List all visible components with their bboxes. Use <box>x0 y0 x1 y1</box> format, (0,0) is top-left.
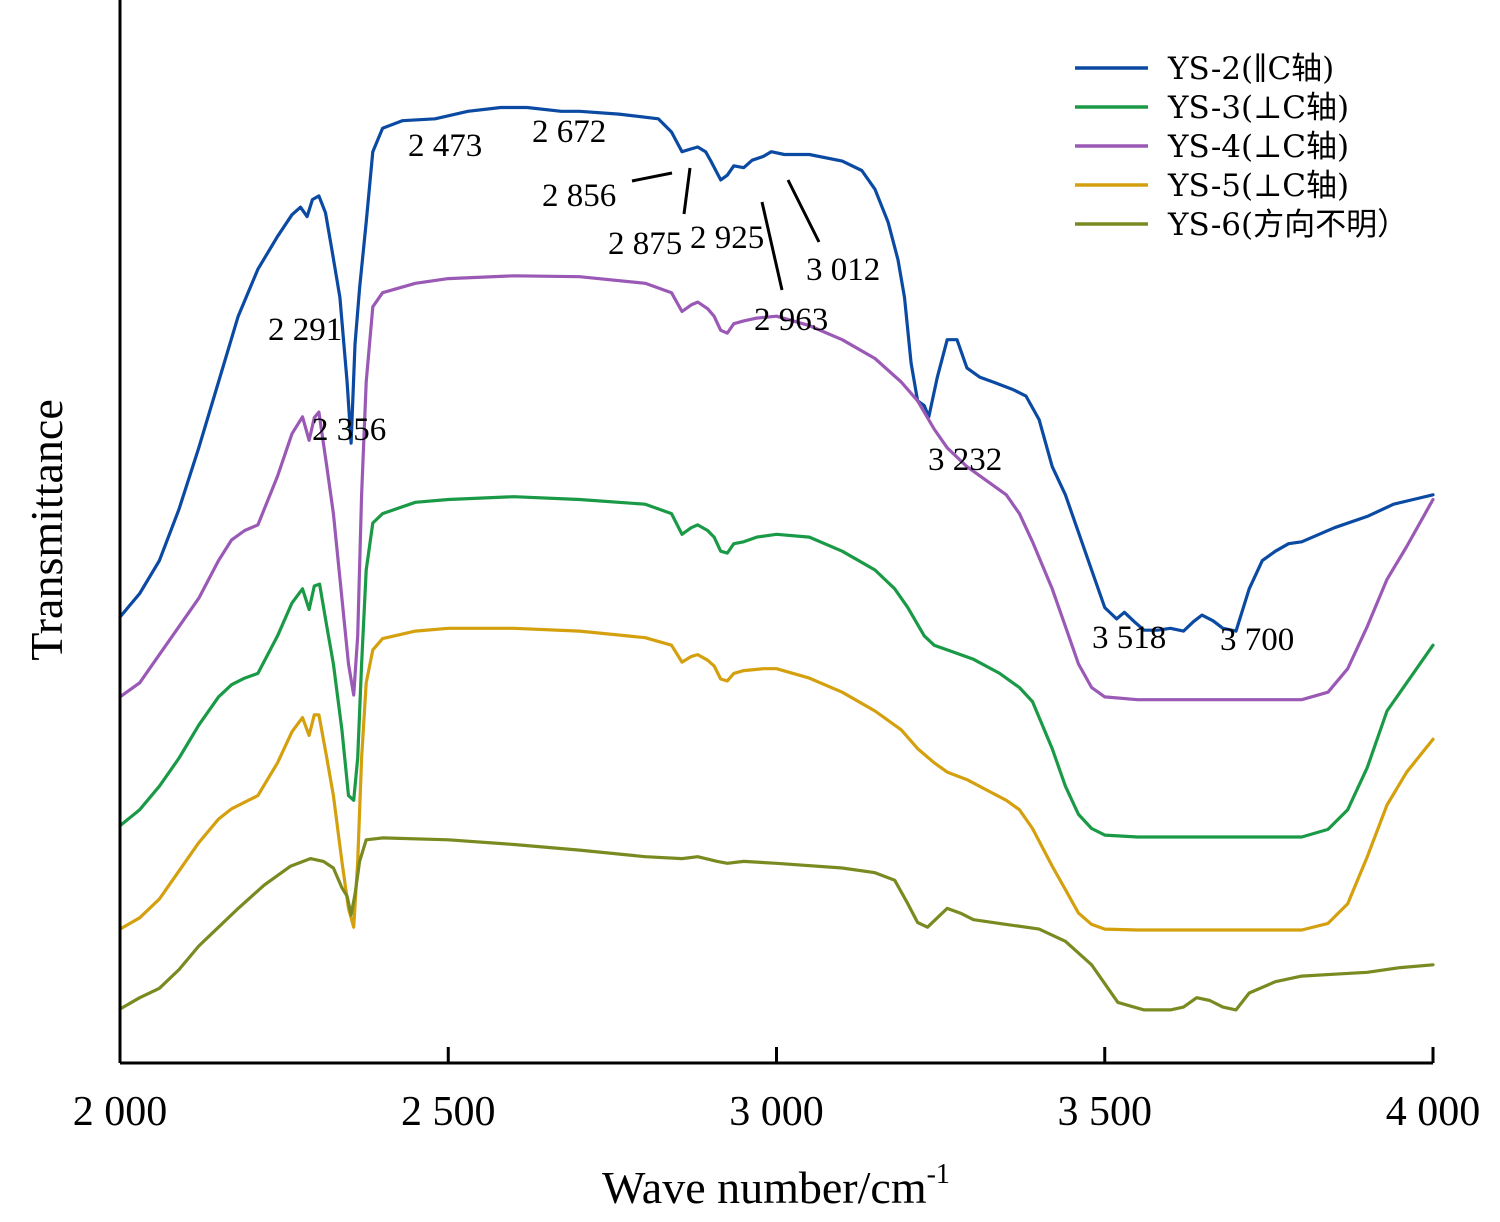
peak-annotation-2: 2 356 <box>312 412 386 448</box>
peak-annotation-10: 3 232 <box>928 442 1002 478</box>
peak-annotation-11: 3 518 <box>1092 620 1166 656</box>
annotation-leader-6 <box>682 167 692 215</box>
series-line-5 <box>118 836 1435 1012</box>
series-line-4 <box>118 626 1435 932</box>
x-tick-label-2: 2 500 <box>401 1089 496 1135</box>
peak-annotation-4: 2 672 <box>532 114 606 150</box>
x-tick-label-4: 3 500 <box>1058 1089 1153 1135</box>
annotation-leader-8 <box>760 201 784 291</box>
x-axis-title: Wave number/cm-1 <box>602 1159 950 1213</box>
peak-annotation-1: 2 291 <box>268 312 342 348</box>
peak-annotation-5: 2 856 <box>542 178 616 214</box>
peak-annotation-7: 2 925 <box>690 220 764 256</box>
legend: YS-2(∥C轴)YS-3(⊥C轴)YS-4(⊥C轴)YS-5(⊥C轴)YS-6… <box>1075 51 1408 243</box>
series-line-1 <box>118 105 1435 633</box>
x-axis-title-superscript: -1 <box>927 1159 950 1190</box>
peak-annotation-3: 2 473 <box>408 128 482 164</box>
x-tick-label-1: 2 000 <box>73 1089 168 1135</box>
peak-annotation-12: 3 700 <box>1220 622 1294 658</box>
legend-label-4: YS-5(⊥C轴) <box>1167 168 1349 204</box>
legend-label-1: YS-2(∥C轴) <box>1167 51 1334 87</box>
annotation-leader-5 <box>631 171 673 183</box>
legend-label-3: YS-4(⊥C轴) <box>1167 129 1349 165</box>
peak-annotation-8: 2 963 <box>754 302 828 338</box>
legend-label-5: YS-6(方向不明） <box>1167 207 1408 243</box>
series-line-3 <box>118 274 1435 702</box>
x-tick-label-3: 3 000 <box>729 1089 824 1135</box>
x-tick-label-5: 4 000 <box>1386 1089 1481 1135</box>
peak-annotation-6: 2 875 <box>608 226 682 262</box>
annotation-leader-9 <box>786 179 821 243</box>
x-axis-title-main: Wave number/cm <box>602 1162 927 1213</box>
x-tick-layer: 2 000 2 500 3 000 3 500 4 000 <box>73 1047 1481 1135</box>
peak-annotation-9: 3 012 <box>806 252 880 288</box>
legend-label-2: YS-3(⊥C轴) <box>1167 90 1349 126</box>
series-layer <box>118 105 1435 1012</box>
annotation-layer: 2 291 2 356 2 473 2 672 2 856 2 875 2 925 2 963… <box>268 114 1294 658</box>
series-line-2 <box>118 495 1435 839</box>
y-axis-title: Transmittance <box>21 399 72 661</box>
